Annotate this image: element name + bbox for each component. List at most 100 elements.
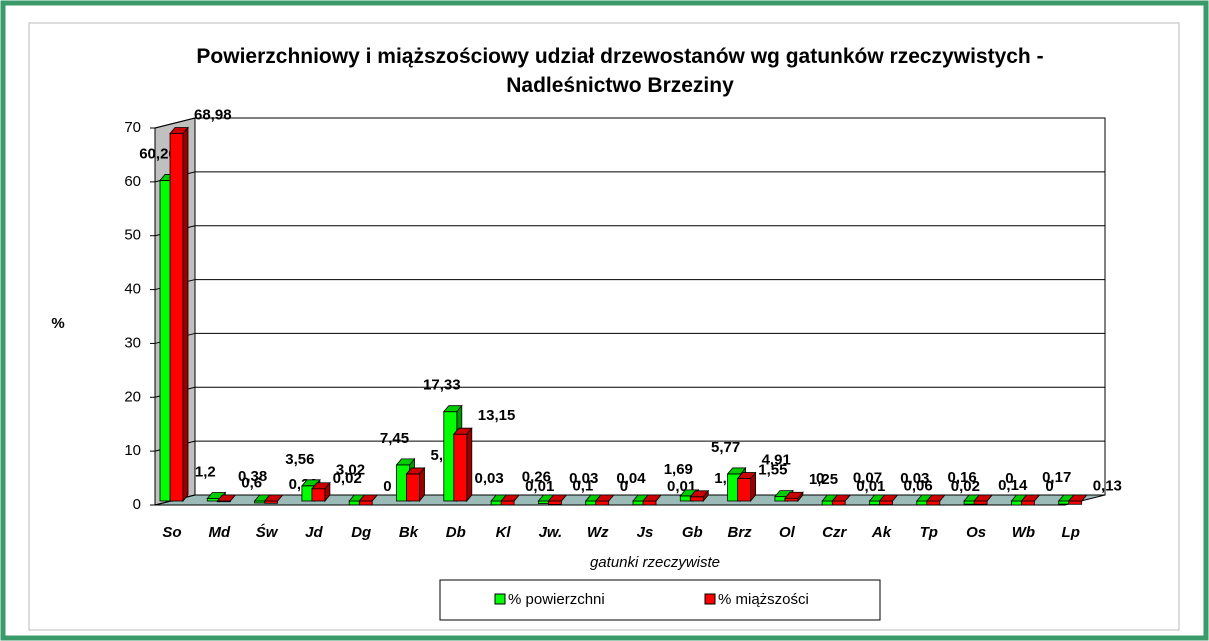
data-label: 1,69 <box>664 461 693 478</box>
data-label: 0,17 <box>1042 469 1071 486</box>
data-label: 0,26 <box>522 469 551 486</box>
y-tick-label: 10 <box>124 442 141 459</box>
x-tick-label: Św <box>256 523 279 541</box>
bar-top <box>1020 494 1041 502</box>
data-label: 0,02 <box>333 470 362 487</box>
legend-label: % miąższości <box>718 591 809 608</box>
bar <box>926 500 941 506</box>
x-tick-label: Jw. <box>539 524 563 541</box>
x-tick-label: Lp <box>1062 524 1080 541</box>
x-tick-label: Os <box>966 524 986 541</box>
data-label: 0,03 <box>474 470 503 487</box>
x-tick-label: Ak <box>871 524 892 541</box>
bar-top <box>311 482 331 490</box>
bar-top <box>594 494 615 502</box>
data-label: 0 <box>1005 470 1013 487</box>
data-label: 1,25 <box>809 471 838 488</box>
bar <box>500 500 515 506</box>
data-label: 3,02 <box>336 462 365 479</box>
data-label: 1,2 <box>195 464 216 481</box>
data-label: 0 <box>816 470 824 487</box>
y-tick-label: 20 <box>124 388 141 405</box>
bar-top <box>1067 494 1088 502</box>
data-label: 0 <box>1045 478 1053 495</box>
data-label: 0 <box>383 478 391 495</box>
bar <box>689 496 704 502</box>
data-label: 3,56 <box>285 451 314 468</box>
x-tick-label: Wz <box>587 524 609 541</box>
data-label: 0,14 <box>998 477 1028 494</box>
x-tick-label: Bk <box>399 524 419 541</box>
bar-top <box>547 494 568 502</box>
bar <box>169 133 184 502</box>
x-tick-label: Jd <box>305 524 323 541</box>
bar-top <box>263 494 284 502</box>
data-label: 68,98 <box>194 106 232 123</box>
data-label: 0,06 <box>904 478 933 495</box>
y-tick-label: 70 <box>124 119 141 136</box>
y-tick-label: 0 <box>133 496 141 513</box>
y-tick-label: 40 <box>124 281 141 298</box>
y-axis-label: % <box>51 315 64 332</box>
bar-top <box>642 494 662 502</box>
data-label: 0,1 <box>572 477 593 494</box>
data-label: 13,15 <box>478 407 516 424</box>
bar <box>358 500 373 506</box>
bar-top <box>973 494 993 502</box>
data-label: 0,03 <box>569 470 598 487</box>
bar <box>642 500 657 506</box>
bar-top <box>925 494 946 502</box>
x-tick-label: Js <box>637 524 654 541</box>
bar-top <box>358 494 379 502</box>
data-label: 0,01 <box>856 478 885 495</box>
bar-top <box>442 405 463 413</box>
data-label: 1,55 <box>758 462 787 479</box>
bar <box>406 473 420 502</box>
bar <box>453 433 468 502</box>
bar-side <box>466 427 473 503</box>
x-tick-label: Ol <box>779 524 796 541</box>
x-tick-label: Wb <box>1012 524 1035 541</box>
bar-top <box>784 491 804 499</box>
back-wall <box>194 117 1106 496</box>
bar-top <box>689 490 710 498</box>
bar-top <box>395 458 416 466</box>
bar-top <box>831 494 852 502</box>
data-label: 0,16 <box>947 469 976 486</box>
bar <box>784 497 799 502</box>
x-tick-label: So <box>162 524 181 541</box>
x-tick-label: Md <box>208 524 230 541</box>
bar-top <box>736 472 757 479</box>
bar <box>311 488 326 502</box>
y-tick-label: 30 <box>124 334 141 351</box>
bar <box>831 500 846 506</box>
bar-side <box>182 126 189 503</box>
bar <box>879 500 893 506</box>
x-axis-label: gatunki rzeczywiste <box>590 554 720 571</box>
bar-top <box>726 467 747 475</box>
x-tick-label: Kl <box>496 524 512 541</box>
x-tick-label: Dg <box>351 524 371 541</box>
data-label: 0,6 <box>241 475 262 492</box>
grid-line <box>154 117 196 129</box>
data-label: 0,07 <box>853 470 882 487</box>
bar-top <box>169 127 189 134</box>
y-tick-label: 50 <box>124 227 141 244</box>
bar <box>737 478 751 502</box>
x-tick-label: Db <box>446 524 466 541</box>
bar <box>548 500 562 505</box>
data-label: 60,26 <box>139 145 177 162</box>
bar <box>1068 500 1083 505</box>
bar-top <box>452 427 473 435</box>
legend-label: % powierzchni <box>508 591 605 608</box>
data-label: 17,33 <box>423 377 461 394</box>
bar <box>1021 500 1035 506</box>
bar-top <box>405 467 426 475</box>
data-label: 5,77 <box>711 439 740 456</box>
data-label: 0,02 <box>951 478 980 495</box>
chart-title: Powierzchniowy i miąższościowy udział dr… <box>196 45 1044 97</box>
data-label: 0,38 <box>238 468 267 485</box>
y-tick-label: 60 <box>124 173 141 190</box>
legend-box <box>439 579 881 621</box>
